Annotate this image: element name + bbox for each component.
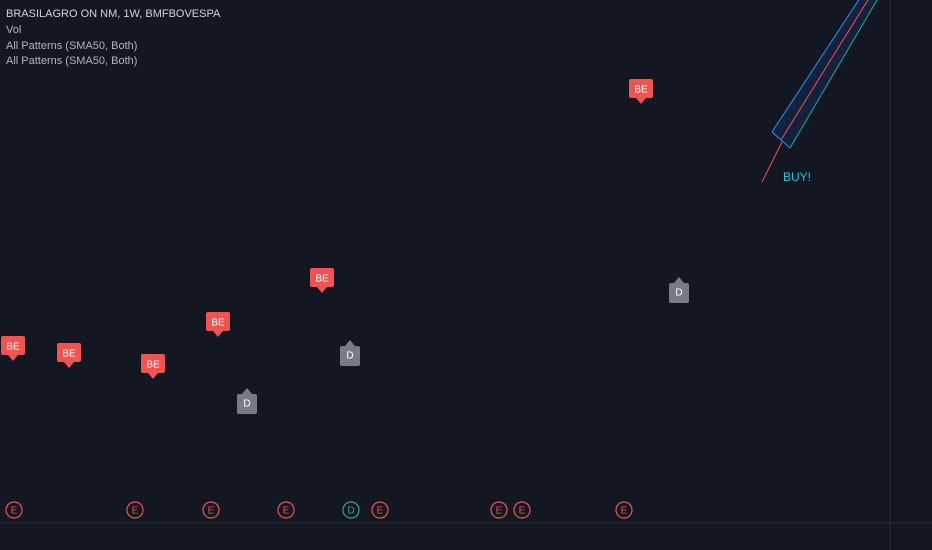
pattern-marker: BE [310,268,334,293]
marker-label: BE [634,85,648,96]
marker-box [237,394,257,414]
pattern-marker: BE [57,343,81,368]
marker-pointer [64,362,74,368]
marker-pointer [8,355,18,361]
marker-label: BE [315,274,329,285]
marker-pointer [674,277,684,283]
legend-line: All Patterns (SMA50, Both) [6,40,137,52]
pattern-marker: D [340,340,360,366]
marker-pointer [636,98,646,104]
event-marker [126,501,144,519]
marker-label: D [675,288,682,299]
legend-line: Vol [6,24,21,36]
pattern-marker: D [669,277,689,303]
marker-box [629,79,653,98]
pattern-marker: BE [141,354,165,379]
marker-pointer [345,340,355,346]
event-marker [371,501,389,519]
event-label: E [519,506,526,517]
pattern-marker: D [237,388,257,414]
event-label: E [496,506,503,517]
marker-box [57,343,81,362]
event-marker [277,501,295,519]
price-axis [890,0,932,550]
marker-label: BE [146,360,160,371]
marker-pointer [242,388,252,394]
marker-label: D [346,351,353,362]
event-label: E [621,506,628,517]
pattern-marker: BE [629,79,653,104]
marker-label: BE [211,318,225,329]
marker-label: BE [6,342,20,353]
event-marker [342,501,360,519]
pattern-marker: BE [206,312,230,337]
legend-title: BRASILAGRO ON NM, 1W, BMFBOVESPA [6,8,221,20]
signal-label: BUY! [783,170,811,184]
marker-pointer [148,373,158,379]
legend-line: All Patterns (SMA50, Both) [6,55,137,67]
marker-box [340,346,360,366]
event-marker [202,501,220,519]
event-label: D [347,506,354,517]
event-marker [490,501,508,519]
marker-box [1,336,25,355]
event-label: E [283,506,290,517]
event-label: E [208,506,215,517]
marker-box [310,268,334,287]
channel-drawing [761,0,878,183]
event-label: E [11,506,18,517]
marker-label: BE [62,349,76,360]
marker-pointer [213,331,223,337]
pattern-marker: BE [1,336,25,361]
marker-box [669,283,689,303]
event-label: E [377,506,384,517]
marker-pointer [317,287,327,293]
marker-box [206,312,230,331]
event-label: E [132,506,139,517]
marker-label: D [243,399,250,410]
event-marker [513,501,531,519]
event-marker [5,501,23,519]
event-marker [615,501,633,519]
marker-box [141,354,165,373]
